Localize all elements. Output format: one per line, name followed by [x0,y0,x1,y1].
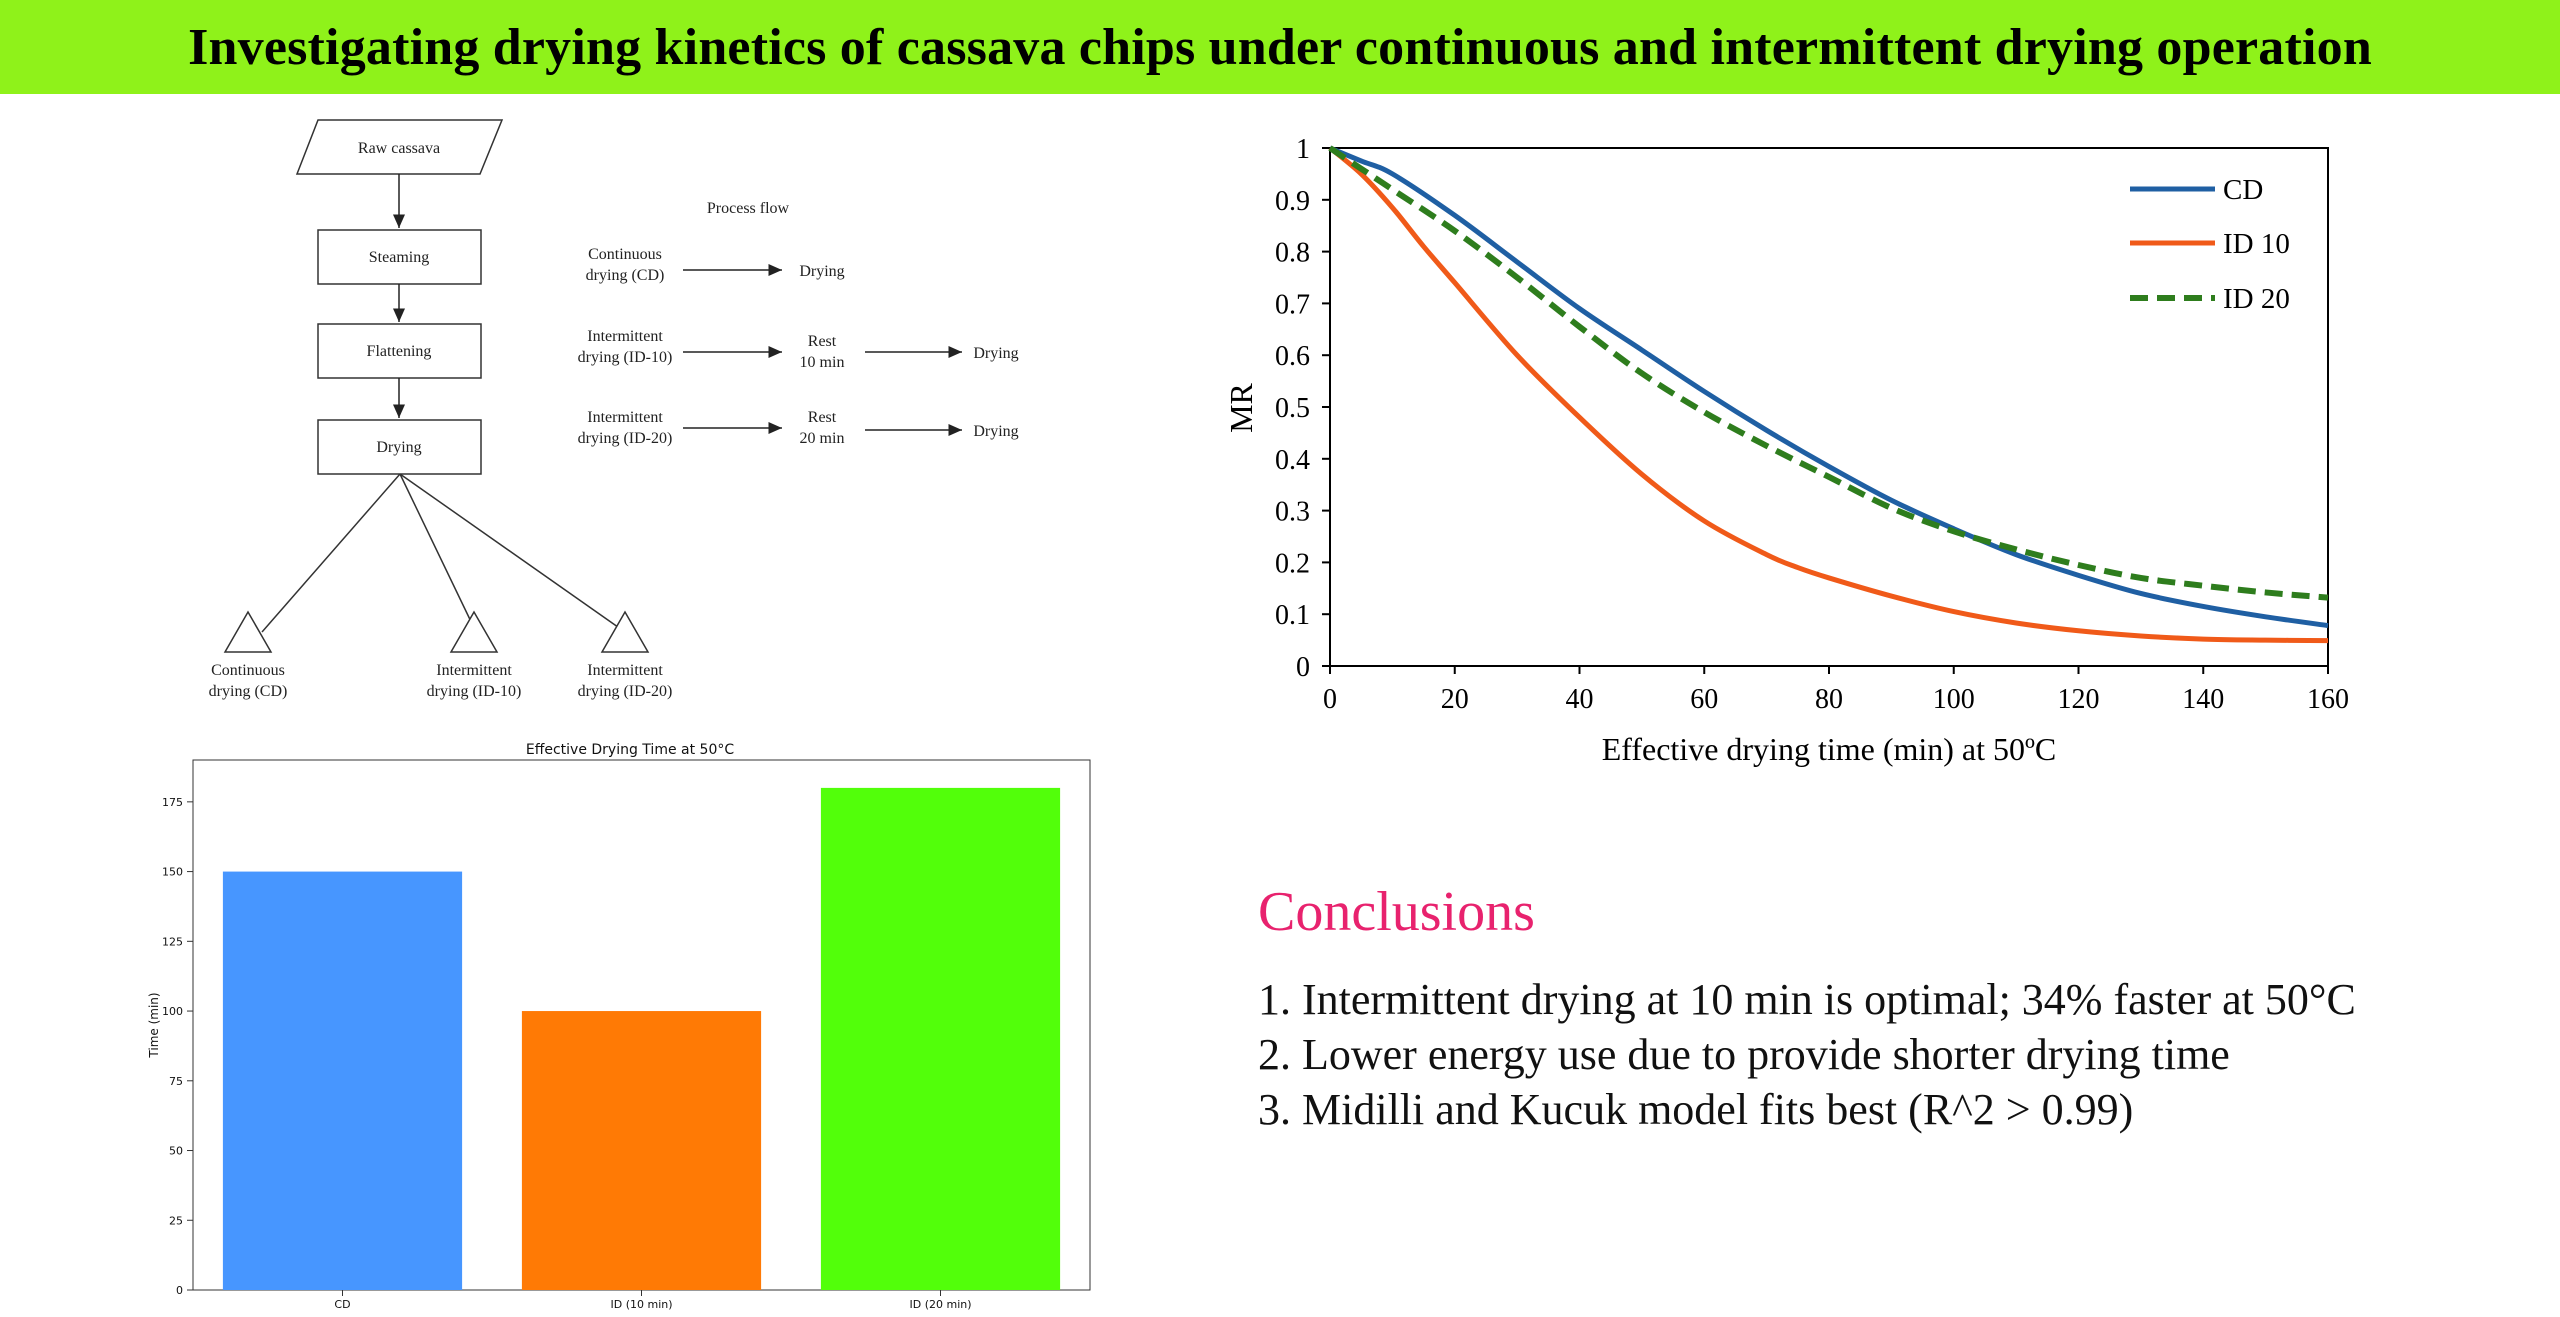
row-cd-end: Drying [799,263,844,280]
y-tick-label: 0 [1296,652,1310,683]
y-tick-label: 1 [1296,134,1310,165]
bar-y-tick-label: 25 [169,1214,183,1227]
conclusions-section: Conclusions 1. Intermittent drying at 10… [1258,880,2548,1137]
row-id10-source-1: Intermittent [587,328,663,345]
y-tick-label: 0.1 [1275,600,1310,631]
row-id20-end: Drying [973,423,1018,440]
y-tick-label: 0.9 [1275,186,1310,217]
output-id20-line2: drying (ID-20) [578,683,673,700]
y-tick-label: 0.4 [1275,445,1310,476]
row-cd-source-1: Continuous [588,246,662,263]
row-id10-rest-1: Rest [808,333,837,350]
x-tick-label: 0 [1323,684,1337,715]
bar-y-tick-label: 50 [169,1145,183,1158]
x-tick-label: 40 [1566,684,1594,715]
y-tick-label: 0.8 [1275,238,1310,269]
output-id20-triangle [600,610,650,653]
page-title: Investigating drying kinetics of cassava… [188,18,2372,76]
row-id20-source-1: Intermittent [587,409,663,426]
x-tick-label: 20 [1441,684,1469,715]
conclusion-item: 1. Intermittent drying at 10 min is opti… [1258,975,2356,1024]
bar-x-tick-label: CD [334,1298,350,1311]
effective-drying-time-bar-chart: Effective Drying Time at 50°C 0 25 50 75 100… [147,742,1091,1311]
legend: CD ID 10 ID 20 [2130,174,2290,315]
x-tick-label: 160 [2307,684,2349,715]
conclusions-heading: Conclusions [1258,881,1535,943]
bar-chart-title: Effective Drying Time at 50°C [526,742,734,758]
bar-y-tick-label: 0 [176,1284,183,1297]
raw-cassava-label: Raw cassava [358,140,440,157]
flattening-node [317,323,482,379]
series-line-id10 [1328,146,2329,644]
conclusion-item: 2. Lower energy use due to provide short… [1258,1030,2230,1079]
y-tick-label: 0.2 [1275,548,1310,579]
drying-label: Drying [376,439,421,456]
row-cd-source-2: drying (CD) [586,267,665,284]
series-line-cd [1329,145,2329,629]
series-line-id20 [1328,145,2329,601]
bar-0 [222,871,463,1290]
output-id10-line2: drying (ID-10) [427,683,522,700]
output-id20-line1: Intermittent [587,662,663,679]
output-cd-triangle [223,610,273,653]
output-cd-line2: drying (CD) [209,683,288,700]
conclusion-item: 3. Midilli and Kucuk model fits best (R^… [1258,1085,2134,1134]
process-flowchart: Raw cassava Steaming Flattening Drying C… [209,119,1019,700]
output-cd-line1: Continuous [211,662,285,679]
legend-label-id20: ID 20 [2223,283,2290,315]
x-tick-label: 100 [1933,684,1975,715]
bar-2 [820,787,1061,1290]
x-tick-label: 140 [2182,684,2224,715]
y-axis-label: MR [1223,382,1259,432]
x-tick-label: 120 [2058,684,2100,715]
x-tick-label: 60 [1690,684,1718,715]
moisture-ratio-line-chart: 0 20 40 60 80 100 120 140 160 0 0.1 0.2 0.3 0.4 0.5 0.6… [1223,134,2349,767]
bar-y-tick-label: 175 [162,796,183,809]
process-flow-title: Process flow [707,200,790,217]
steaming-node [317,229,482,285]
row-id20-rest-1: Rest [808,409,837,426]
bar-y-tick-label: 150 [162,866,183,879]
row-id10-rest-2: 10 min [800,354,845,371]
flattening-label: Flattening [367,343,432,360]
plot-frame [1329,147,2329,667]
output-id10-line1: Intermittent [436,662,512,679]
row-id20-rest-2: 20 min [800,430,845,447]
y-tick-label: 0.5 [1275,393,1310,424]
bar-x-tick-label: ID (10 min) [610,1298,672,1311]
bar-x-tick-label: ID (20 min) [909,1298,971,1311]
row-id10-end: Drying [973,345,1018,362]
conclusions-list: 1. Intermittent drying at 10 min is opti… [1258,972,2548,1137]
bar-y-tick-label: 100 [162,1005,183,1018]
bar-1 [521,1011,762,1290]
raw-cassava-node [295,119,504,175]
y-tick-label: 0.6 [1275,341,1310,372]
legend-label-cd: CD [2223,174,2263,206]
x-tick-label: 80 [1815,684,1843,715]
row-id20-source-2: drying (ID-20) [578,430,673,447]
row-id10-source-2: drying (ID-10) [578,349,673,366]
bar-y-tick-label: 75 [169,1075,183,1088]
y-tick-label: 0.7 [1275,289,1310,320]
x-axis-label: Effective drying time (min) at 50ºC [1602,731,2057,767]
drying-node [317,419,482,475]
output-id10-triangle [449,610,499,653]
steaming-label: Steaming [369,249,429,266]
bar-y-axis-label: Time (min) [147,992,161,1058]
y-tick-label: 0.3 [1275,497,1310,528]
bar-y-tick-label: 125 [162,935,183,948]
legend-label-id10: ID 10 [2223,228,2290,260]
title-banner: Investigating drying kinetics of cassava… [0,0,2560,94]
